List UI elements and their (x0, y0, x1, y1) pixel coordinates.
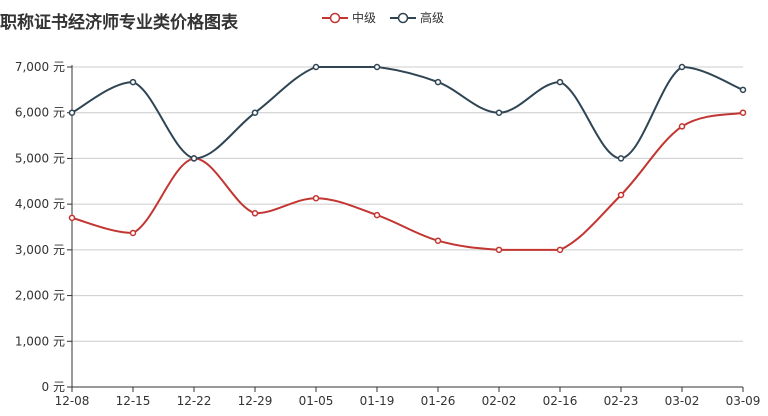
legend-marker-icon (390, 12, 417, 23)
x-tick-label: 01-05 (299, 394, 334, 408)
y-tick-label: 4,000 元 (15, 197, 65, 211)
x-tick-label: 12-08 (55, 394, 90, 408)
data-point (129, 229, 137, 237)
data-point (495, 109, 503, 116)
data-point (556, 246, 564, 254)
data-point (739, 109, 747, 116)
legend-item-series-1[interactable]: 高级 (390, 9, 444, 26)
x-tick-label: 03-09 (726, 394, 761, 408)
y-tick-label: 2,000 元 (15, 289, 65, 303)
data-point (678, 63, 686, 71)
y-tick-label: 3,000 元 (15, 243, 65, 257)
y-tick-label: 7,000 元 (15, 60, 65, 74)
data-point (251, 109, 259, 116)
x-tick-label: 01-19 (360, 394, 395, 408)
data-point (434, 237, 442, 244)
x-tick-label: 03-02 (665, 394, 700, 408)
data-point (312, 194, 320, 202)
legend-item-series-0[interactable]: 中级 (322, 9, 376, 26)
data-point (434, 78, 442, 86)
legend-marker-icon (322, 12, 348, 23)
data-point (373, 211, 381, 219)
data-point (739, 86, 747, 94)
data-point (495, 246, 503, 254)
legend: 中级 高级 (322, 9, 444, 26)
series-line-1 (71, 65, 744, 160)
data-point (556, 78, 564, 86)
legend-label: 高级 (420, 11, 445, 25)
x-tick-label: 02-02 (482, 394, 517, 408)
data-point (68, 109, 76, 116)
data-point (373, 63, 381, 71)
data-point (251, 210, 259, 217)
x-tick-label: 12-22 (177, 394, 212, 408)
data-point (312, 63, 320, 71)
y-tick-label: 0 元 (42, 380, 65, 394)
x-tick-label: 02-16 (543, 394, 578, 408)
x-tick-label: 01-26 (421, 394, 456, 408)
x-tick-label: 12-15 (116, 394, 151, 408)
x-tick-label: 02-23 (604, 394, 639, 408)
data-point (129, 78, 137, 86)
chart-title: 职称证书经济师专业类价格图表 (0, 13, 238, 33)
y-tick-label: 5,000 元 (15, 151, 65, 165)
series-line-0 (71, 111, 744, 251)
x-tick-label: 12-29 (238, 394, 273, 408)
data-point (190, 155, 198, 162)
data-point (617, 155, 625, 162)
y-tick-label: 1,000 元 (15, 334, 65, 348)
data-point (68, 214, 76, 222)
y-tick-label: 6,000 元 (15, 106, 65, 120)
data-point (678, 123, 686, 130)
legend-label: 中级 (352, 11, 377, 25)
data-point (617, 191, 625, 199)
